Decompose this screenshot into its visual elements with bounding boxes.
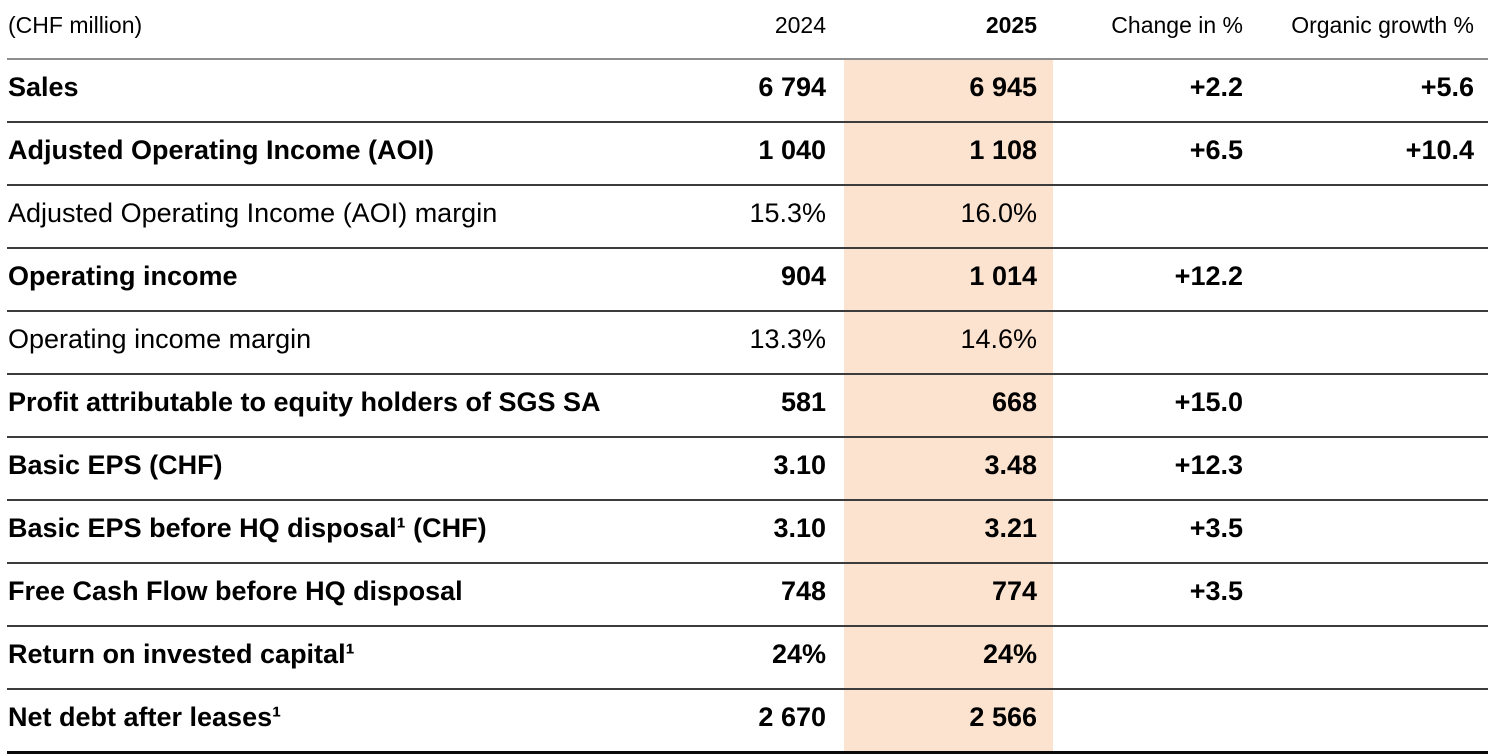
value-2025: 668 (844, 374, 1053, 438)
row-label: Basic EPS (CHF) (7, 437, 707, 501)
value-change (1053, 626, 1245, 690)
value-2025: 3.21 (844, 500, 1053, 564)
value-2024: 3.10 (707, 437, 844, 501)
value-2024: 6 794 (707, 59, 844, 123)
row-label: Net debt after leases¹ (7, 689, 707, 754)
value-change (1053, 689, 1245, 754)
row-label: Return on invested capital¹ (7, 626, 707, 690)
value-2024: 904 (707, 248, 844, 312)
value-change: +15.0 (1053, 374, 1245, 438)
row-label: Adjusted Operating Income (AOI) (7, 122, 707, 186)
value-change: +12.2 (1053, 248, 1245, 312)
value-organic (1245, 185, 1488, 249)
value-organic (1245, 374, 1488, 438)
table-row: Operating income 904 1 014 +12.2 (7, 248, 1488, 312)
unit-label: (CHF million) (7, 0, 707, 60)
value-organic (1245, 248, 1488, 312)
value-organic (1245, 311, 1488, 375)
table-row: Free Cash Flow before HQ disposal 748 77… (7, 563, 1488, 627)
column-header-change: Change in % (1053, 0, 1245, 60)
table-row: Sales 6 794 6 945 +2.2 +5.6 (7, 59, 1488, 123)
value-change (1053, 311, 1245, 375)
value-change: +3.5 (1053, 563, 1245, 627)
value-organic: +5.6 (1245, 59, 1488, 123)
value-2025: 6 945 (844, 59, 1053, 123)
value-2025: 774 (844, 563, 1053, 627)
table-row: Adjusted Operating Income (AOI) margin 1… (7, 185, 1488, 249)
value-2024: 24% (707, 626, 844, 690)
row-label: Free Cash Flow before HQ disposal (7, 563, 707, 627)
value-2024: 581 (707, 374, 844, 438)
table-row: Net debt after leases¹ 2 670 2 566 (7, 689, 1488, 754)
value-change: +12.3 (1053, 437, 1245, 501)
value-organic (1245, 563, 1488, 627)
value-2025: 16.0% (844, 185, 1053, 249)
value-organic (1245, 500, 1488, 564)
value-change: +3.5 (1053, 500, 1245, 564)
value-2025: 24% (844, 626, 1053, 690)
value-change (1053, 185, 1245, 249)
table-row: Basic EPS before HQ disposal¹ (CHF) 3.10… (7, 500, 1488, 564)
row-label: Basic EPS before HQ disposal¹ (CHF) (7, 500, 707, 564)
value-organic (1245, 437, 1488, 501)
table-row: Basic EPS (CHF) 3.10 3.48 +12.3 (7, 437, 1488, 501)
table-row: Return on invested capital¹ 24% 24% (7, 626, 1488, 690)
column-header-2025: 2025 (844, 0, 1053, 60)
value-change: +2.2 (1053, 59, 1245, 123)
row-label: Operating income margin (7, 311, 707, 375)
value-2024: 15.3% (707, 185, 844, 249)
table-row: Profit attributable to equity holders of… (7, 374, 1488, 438)
value-2024: 3.10 (707, 500, 844, 564)
value-2024: 2 670 (707, 689, 844, 754)
value-2025: 1 108 (844, 122, 1053, 186)
column-header-organic: Organic growth % (1245, 0, 1488, 60)
row-label: Adjusted Operating Income (AOI) margin (7, 185, 707, 249)
table-header-row: (CHF million) 2024 2025 Change in % Orga… (7, 0, 1488, 60)
value-2024: 748 (707, 563, 844, 627)
financial-highlights-table: (CHF million) 2024 2025 Change in % Orga… (7, 0, 1488, 754)
value-organic (1245, 626, 1488, 690)
row-label: Sales (7, 59, 707, 123)
value-2025: 1 014 (844, 248, 1053, 312)
value-2025: 3.48 (844, 437, 1053, 501)
value-2025: 2 566 (844, 689, 1053, 754)
row-label: Profit attributable to equity holders of… (7, 374, 707, 438)
row-label: Operating income (7, 248, 707, 312)
table-row: Operating income margin 13.3% 14.6% (7, 311, 1488, 375)
value-change: +6.5 (1053, 122, 1245, 186)
table-row: Adjusted Operating Income (AOI) 1 040 1 … (7, 122, 1488, 186)
value-organic (1245, 689, 1488, 754)
value-2024: 1 040 (707, 122, 844, 186)
column-header-2024: 2024 (707, 0, 844, 60)
value-organic: +10.4 (1245, 122, 1488, 186)
value-2025: 14.6% (844, 311, 1053, 375)
value-2024: 13.3% (707, 311, 844, 375)
